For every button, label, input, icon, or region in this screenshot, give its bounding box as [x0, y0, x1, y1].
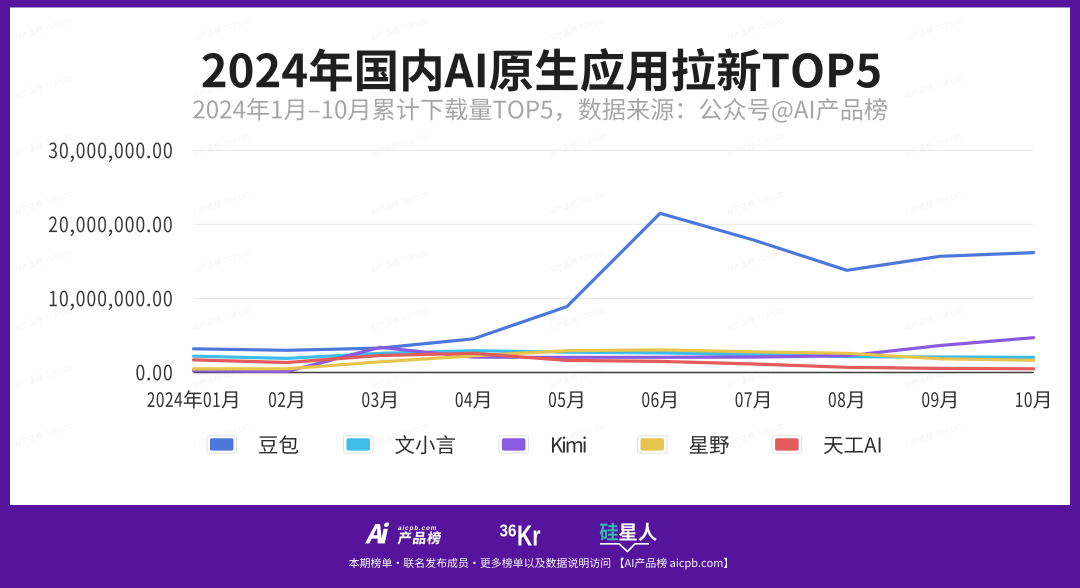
svg-text:Kr: Kr — [517, 521, 541, 553]
svg-text:aicpb.com: aicpb.com — [398, 525, 437, 532]
svg-text:36: 36 — [500, 520, 517, 540]
